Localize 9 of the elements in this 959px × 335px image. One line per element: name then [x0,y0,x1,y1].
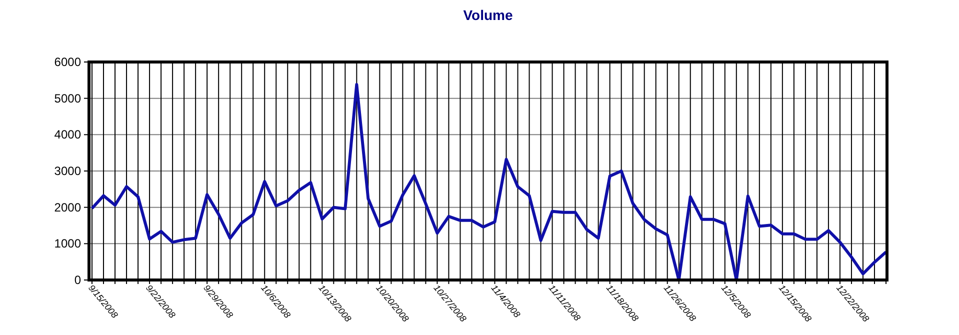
chart-title: Volume [463,7,513,23]
y-tick-label: 4000 [54,128,82,142]
y-tick-label: 1000 [54,236,82,251]
y-tick-label: 5000 [54,91,82,106]
y-tick-label: 0 [74,273,82,287]
line-series [90,83,888,282]
y-tick-label: 3000 [54,164,82,178]
y-tick-label: 6000 [54,55,82,69]
y-tick-label: 2000 [54,200,82,214]
